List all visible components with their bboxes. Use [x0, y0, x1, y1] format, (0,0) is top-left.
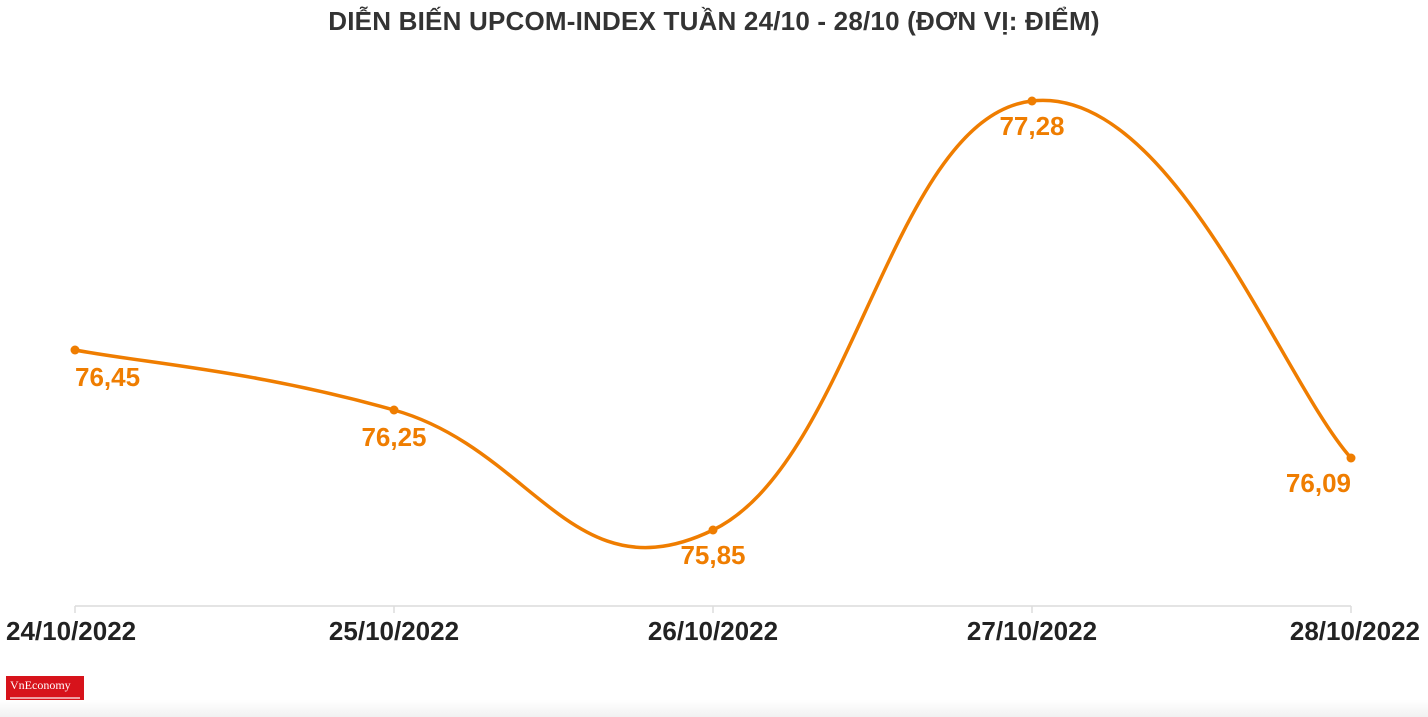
data-point-4 — [1027, 96, 1037, 106]
logo-underline — [10, 697, 80, 699]
data-labels: 76,45 76,25 75,85 77,28 76,09 — [75, 111, 1351, 570]
bottom-band — [0, 700, 1428, 717]
data-point-5 — [1346, 453, 1356, 463]
data-point-3 — [708, 525, 718, 535]
logo-text: VnEconomy — [10, 678, 71, 692]
data-label-2: 76,25 — [361, 422, 426, 452]
series-line — [73, 98, 1353, 550]
x-tick-label-3: 26/10/2022 — [648, 616, 778, 646]
data-point-1 — [70, 345, 80, 355]
data-label-3: 75,85 — [680, 540, 745, 570]
x-axis-ticks — [74, 606, 1352, 613]
data-label-4: 77,28 — [999, 111, 1064, 141]
data-point-2 — [389, 405, 399, 415]
x-tick-label-4: 27/10/2022 — [967, 616, 1097, 646]
data-label-5: 76,09 — [1286, 468, 1351, 498]
x-tick-labels: 24/10/2022 25/10/2022 26/10/2022 27/10/2022… — [6, 616, 1420, 646]
data-label-1: 76,45 — [75, 362, 140, 392]
x-tick-label-1: 24/10/2022 — [6, 616, 136, 646]
x-tick-label-2: 25/10/2022 — [329, 616, 459, 646]
chart-title: DIỄN BIẾN UPCOM-INDEX TUẦN 24/10 - 28/10… — [328, 6, 1100, 36]
data-points — [70, 96, 1356, 535]
x-tick-label-5: 28/10/2022 — [1290, 616, 1420, 646]
vneconomy-logo: VnEconomy — [6, 676, 84, 700]
